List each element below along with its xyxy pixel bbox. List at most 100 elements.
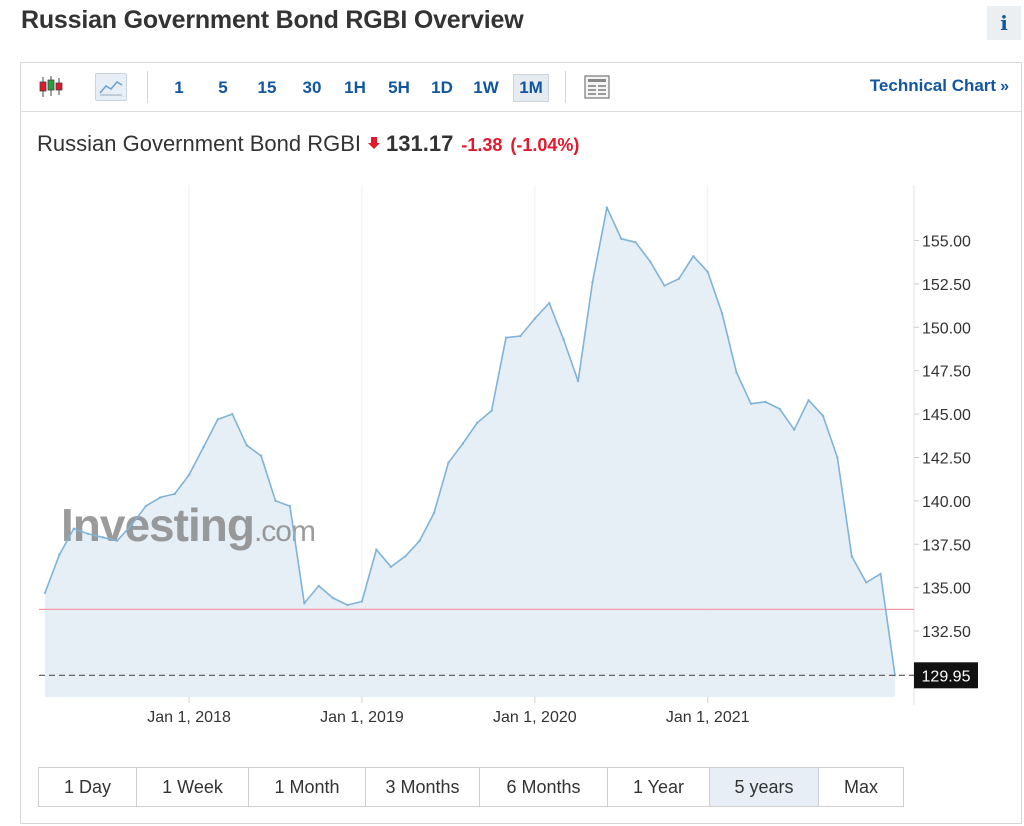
data-point [331,596,335,600]
data-point [245,444,248,447]
timeframe-1[interactable]: 1 [174,78,184,97]
series-line [44,206,896,676]
x-tick-label: Jan 1, 2020 [493,709,577,726]
timeframe-1d[interactable]: 1D [431,78,453,97]
data-point [562,338,565,341]
y-tick-label: 135.00 [922,581,971,598]
y-tick-label: 132.50 [922,624,971,641]
page-title: Russian Government Bond RGBI Overview [21,6,524,34]
data-point [548,301,551,305]
price-change-percent: (-1.04%) [510,135,580,155]
data-point [879,572,882,575]
data-point [634,241,637,244]
data-point [792,428,796,431]
timeframe-15[interactable]: 15 [257,78,277,97]
timeframe-1m[interactable]: 1M [513,74,549,102]
y-tick-label: 140.00 [922,494,971,511]
technical-chart-label: Technical Chart [869,76,997,95]
data-point [576,379,580,383]
data-point [87,532,90,536]
data-point [692,254,695,258]
arrow-down-icon [368,137,381,149]
x-tick-label: Jan 1, 2019 [320,709,404,726]
technical-chart-link[interactable]: Technical Chart» [870,76,1009,96]
data-point [432,511,436,515]
last-value-box [914,662,978,689]
y-tick-label: 155.00 [922,234,971,251]
y-tick-label: 137.50 [922,537,971,554]
data-point [202,445,205,449]
data-point [144,504,148,508]
data-point [187,473,191,477]
data-point [375,548,378,551]
data-point [72,527,76,530]
range-button-6-months[interactable]: 6 Months [480,768,608,806]
data-point [346,603,349,607]
data-point [130,523,133,527]
timeframe-1w[interactable]: 1W [473,78,499,97]
data-point [231,412,234,416]
range-button-1-month[interactable]: 1 Month [249,768,366,806]
last-price: 131.17 [386,131,454,156]
data-point [836,456,839,459]
data-point [807,399,810,402]
price-chart[interactable]: Jan 1, 2018 Jan 1, 2019 Jan 1, 2020 Jan 1, … [21,63,1021,763]
x-tick-label: Jan 1, 2021 [666,709,750,726]
data-point [850,555,853,558]
data-point [677,277,681,280]
data-point [778,407,781,411]
data-point [216,418,220,421]
chevron-right-icon: » [1000,78,1009,95]
y-tick-label: 150.00 [922,320,971,337]
chart-widget: 1 5 15 30 1H 5H 1D 1W 1M Technical Chart» Russia… [20,62,1022,824]
data-point [533,317,537,320]
area-chart-icon[interactable] [95,73,127,101]
range-button-1-week[interactable]: 1 Week [137,768,249,806]
y-tick-label: 142.50 [922,450,971,467]
data-point [418,539,421,542]
watermark-suffix: .com [254,515,315,548]
data-point [173,492,176,496]
chart-settings-icon[interactable] [581,73,613,101]
data-point [274,499,277,503]
data-point [360,600,364,603]
toolbar-divider [565,71,566,103]
y-tick-label: 147.50 [922,364,971,381]
data-point [461,442,464,445]
range-button-3-months[interactable]: 3 Months [366,768,480,806]
candlestick-icon[interactable] [35,73,67,101]
data-point [58,553,61,556]
range-button-5-years[interactable]: 5 years [710,768,819,806]
range-button-1-year[interactable]: 1 Year [608,768,710,806]
data-point [476,421,479,424]
data-point [648,260,652,263]
data-point [620,237,623,241]
timeframe-1h[interactable]: 1H [344,78,366,97]
data-point [720,312,724,315]
chart-toolbar: 1 5 15 30 1H 5H 1D 1W 1M Technical Chart» [21,63,1021,112]
y-tick-label: 152.50 [922,277,971,294]
range-button-max[interactable]: Max [843,777,878,797]
series-area [45,207,895,697]
data-point [43,591,47,595]
toolbar-divider [147,71,148,103]
data-point [591,280,594,284]
y-tick-label: 145.00 [922,407,971,424]
data-point [706,270,709,273]
data-point [490,409,493,412]
data-point [504,336,508,339]
price-change: -1.38 [461,135,503,155]
range-button-1-day[interactable]: 1 Day [39,768,137,806]
data-point [663,284,666,287]
data-point [101,536,104,539]
info-button[interactable]: i [987,6,1021,40]
data-point [389,565,392,569]
timeframe-30[interactable]: 30 [302,78,322,97]
last-value-label: 129.95 [922,668,971,685]
data-point [115,539,119,542]
data-point [519,334,522,338]
timeframe-5[interactable]: 5 [218,78,228,97]
data-point [317,584,320,588]
timeframe-5h[interactable]: 5H [388,78,410,97]
data-point [288,504,292,508]
